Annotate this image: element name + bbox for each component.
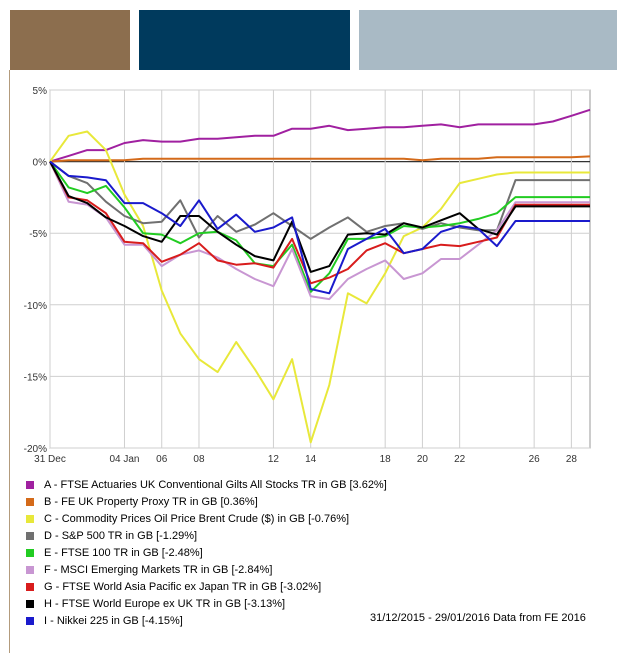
legend-swatch — [26, 600, 34, 608]
x-tick-label: 22 — [454, 454, 466, 465]
legend-swatch — [26, 566, 34, 574]
x-tick-label: 26 — [529, 454, 541, 465]
legend-swatch — [26, 583, 34, 591]
y-tick-label: -5% — [29, 229, 47, 240]
legend-label: C - Commodity Prices Oil Price Brent Cru… — [44, 513, 350, 525]
series-line-e — [49, 161, 590, 293]
series-line-d — [49, 160, 590, 240]
line-chart: 5% 0% -5% -10% -15% -20%31 Dec 04 Jan 06 08 12 14 1… — [24, 86, 591, 465]
y-tick-label: 0% — [33, 158, 48, 169]
series-line-f — [49, 161, 590, 301]
legend-swatch — [26, 481, 34, 489]
legend-label: E - FTSE 100 TR in GB [-2.48%] — [44, 547, 203, 559]
series-line-b — [49, 155, 591, 163]
legend-label: H - FTSE World Europe ex UK TR in GB [-3… — [44, 598, 286, 610]
header-navy-bar — [139, 10, 350, 70]
legend-label: I - Nikkei 225 in GB [-4.15%] — [44, 615, 183, 627]
x-tick-label: 14 — [305, 454, 317, 465]
legend-swatch — [26, 532, 34, 540]
date-range-source: 31/12/2015 - 29/01/2016 Data from FE 201… — [370, 612, 586, 624]
legend-label: G - FTSE World Asia Pacific ex Japan TR … — [44, 581, 322, 593]
legend-label: D - S&P 500 TR in GB [-1.29%] — [44, 530, 198, 542]
legend-label: A - FTSE Actuaries UK Conventional Gilts… — [44, 479, 387, 491]
x-tick-label: 20 — [417, 454, 429, 465]
legend-swatch — [26, 515, 34, 523]
series-line-g — [49, 161, 590, 285]
series-line-a — [49, 108, 591, 163]
series-line-h — [49, 161, 590, 273]
y-tick-label: -10% — [24, 301, 47, 312]
legend-label: F - MSCI Emerging Markets TR in GB [-2.8… — [44, 564, 273, 576]
legend-label: B - FE UK Property Proxy TR in GB [0.36%… — [44, 496, 258, 508]
legend-swatch — [26, 498, 34, 506]
x-tick-label: 31 Dec — [34, 454, 66, 465]
y-tick-label: 5% — [33, 86, 48, 97]
x-tick-label: 12 — [268, 454, 280, 465]
y-tick-label: -15% — [24, 372, 47, 383]
legend-swatch — [26, 617, 34, 625]
header-brown-bar — [10, 10, 130, 70]
left-divider — [9, 70, 10, 653]
legend-swatch — [26, 549, 34, 557]
header-grey-bar — [359, 10, 617, 70]
x-tick-label: 08 — [193, 454, 205, 465]
x-tick-label: 04 Jan — [109, 454, 139, 465]
x-tick-label: 28 — [566, 454, 578, 465]
series-line-c — [49, 130, 590, 444]
y-tick-label: -20% — [24, 444, 47, 455]
x-tick-label: 06 — [156, 454, 168, 465]
x-tick-label: 18 — [380, 454, 392, 465]
series-line-i — [49, 160, 590, 295]
